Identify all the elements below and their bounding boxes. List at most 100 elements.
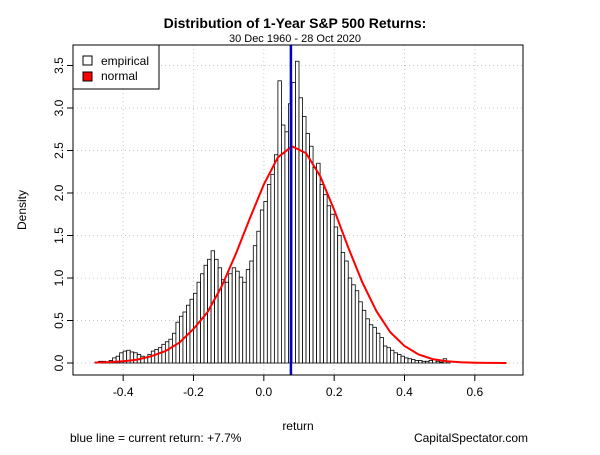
y-tick-label: 1.0	[52, 269, 66, 286]
histogram-bar	[393, 352, 398, 364]
chart-subtitle: 30 Dec 1960 - 28 Oct 2020	[229, 33, 361, 45]
histogram-bar	[164, 341, 170, 364]
y-tick-label: 2.5	[52, 142, 66, 159]
histogram-bar	[365, 318, 370, 364]
histogram-bar	[273, 154, 279, 364]
histogram-bar	[323, 194, 328, 364]
histogram-bar	[397, 354, 402, 364]
normal-curve-layer	[94, 145, 507, 364]
histogram-bar	[171, 332, 177, 364]
histogram-bar	[337, 235, 342, 364]
histogram-bar	[291, 82, 296, 364]
histogram-bar	[235, 270, 240, 364]
legend-label-normal: normal	[101, 69, 138, 83]
histogram-bar	[439, 361, 444, 364]
x-tick-label: 0.0	[255, 385, 272, 399]
histogram-bar	[382, 345, 388, 364]
histogram-bar	[340, 252, 346, 364]
histogram-bar	[217, 267, 223, 364]
histogram-bar	[298, 97, 303, 364]
histogram-bar	[400, 355, 405, 364]
histogram-bar	[245, 269, 251, 364]
legend-box	[72, 44, 160, 90]
x-axis: -0.4 -0.2 0.0 0.2 0.4 0.6	[113, 375, 483, 399]
x-axis-label: return	[282, 419, 313, 433]
histogram-bar	[351, 284, 356, 364]
histogram-bar	[372, 326, 377, 364]
histogram-bar	[386, 347, 391, 364]
histogram-bar	[418, 360, 423, 364]
histogram-bar	[407, 358, 412, 364]
histogram-bar	[312, 167, 317, 364]
histogram-bar	[256, 230, 261, 364]
histogram-bar	[224, 281, 230, 364]
histogram-bar	[354, 290, 360, 364]
y-tick-label: 3.0	[52, 99, 66, 116]
histogram-bar	[330, 213, 335, 364]
histogram-bar	[411, 359, 416, 364]
histogram-bar	[266, 184, 272, 364]
x-tick-label: -0.2	[183, 385, 204, 399]
histogram-bar	[210, 250, 215, 364]
source-credit: CapitalSpectator.com	[414, 431, 528, 445]
histogram-bar	[161, 343, 166, 364]
histogram-bar	[238, 276, 244, 364]
chart-title: Distribution of 1-Year S&P 500 Returns:	[164, 15, 427, 31]
histogram-bar	[379, 337, 384, 364]
histogram-bar	[435, 360, 441, 364]
histogram-bar	[404, 357, 409, 364]
histogram-bar	[361, 309, 367, 364]
y-axis: 0.0 0.5 1.0 1.5 2.0 2.5 3.0 3.5	[52, 57, 73, 371]
histogram-bar	[326, 205, 332, 364]
histogram-bar	[428, 360, 434, 364]
current-return-note: blue line = current return: +7.7%	[70, 431, 242, 445]
histogram-bar	[375, 332, 381, 364]
histogram-bar	[133, 352, 138, 364]
histogram-bar	[390, 349, 395, 364]
y-tick-label: 3.5	[52, 57, 66, 74]
histogram-bar	[319, 184, 325, 364]
y-tick-label: 0.5	[52, 312, 66, 329]
normal-curve	[94, 145, 507, 364]
histogram-bar	[270, 173, 275, 364]
plot-frame	[72, 44, 524, 376]
histogram-bar	[263, 201, 268, 364]
x-tick-label: 0.2	[326, 385, 343, 399]
histogram-bar	[259, 209, 265, 364]
y-tick-label: 1.5	[52, 227, 66, 244]
histogram-bar	[228, 273, 233, 364]
histogram-bar	[277, 80, 282, 364]
legend-swatch-normal	[82, 71, 93, 82]
histogram-bar	[316, 162, 321, 364]
histogram-bar	[333, 226, 339, 364]
histogram-bar	[425, 360, 430, 364]
histogram-bar	[249, 260, 254, 364]
x-tick-label: 0.4	[396, 385, 413, 399]
histogram-bar	[309, 145, 314, 364]
x-tick-label: -0.4	[113, 385, 134, 399]
histogram-bar	[252, 245, 258, 364]
legend-swatch-empirical	[82, 55, 93, 66]
histogram-bar	[281, 124, 286, 364]
histogram-bar	[368, 324, 374, 364]
legend-label-empirical: empirical	[101, 54, 149, 68]
histogram-bar	[231, 267, 237, 364]
histogram-bars	[94, 60, 451, 364]
histogram-bar	[358, 301, 363, 364]
histogram-bar	[414, 360, 419, 364]
legend: empirical normal	[72, 44, 160, 90]
histogram-bar	[295, 60, 300, 364]
histogram-bar	[154, 348, 159, 364]
y-axis-label: Density	[15, 190, 29, 230]
histogram-bar	[214, 258, 219, 364]
histogram-bar	[284, 131, 289, 364]
histogram-bar	[305, 133, 310, 364]
y-tick-label: 2.0	[52, 184, 66, 201]
histogram-bar	[168, 338, 173, 364]
histogram-bar	[157, 347, 163, 364]
y-tick-label: 0.0	[52, 354, 66, 371]
histogram-bar	[347, 277, 353, 364]
histogram-bar	[344, 260, 349, 364]
